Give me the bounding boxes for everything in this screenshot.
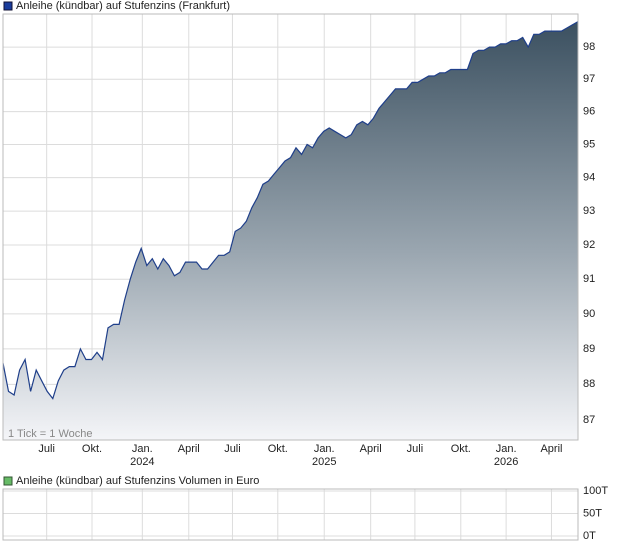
x-tick-label: Okt. (451, 443, 471, 455)
y-tick-label: 95 (583, 138, 595, 150)
chart-title: Anleihe (kündbar) auf Stufenzins (Frankf… (16, 0, 230, 12)
area (3, 21, 578, 440)
x-tick-label: April (178, 443, 200, 455)
x-year-label: 2026 (494, 456, 518, 468)
x-tick-label: April (540, 443, 562, 455)
x-tick-label: April (360, 443, 382, 455)
x-tick-label: Okt. (82, 443, 102, 455)
y-tick-label: 92 (583, 239, 595, 251)
volume-title: Anleihe (kündbar) auf Stufenzins Volumen… (16, 475, 259, 487)
y-tick-label: 88 (583, 378, 595, 390)
x-year-label: 2024 (130, 456, 154, 468)
volume-frame (2, 488, 579, 541)
y-tick-label: 96 (583, 106, 595, 118)
y-tick-label: 50T (583, 507, 602, 519)
y-tick-label: 97 (583, 73, 595, 85)
y-tick-label: 94 (583, 172, 595, 184)
line (2, 21, 579, 400)
x-tick-label: Jan. (314, 443, 335, 455)
plot-frame (2, 13, 579, 441)
legend-swatch (3, 1, 13, 11)
x-tick-label: Okt. (268, 443, 288, 455)
y-tick-label: 0T (583, 530, 596, 542)
x-tick-label: Juli (407, 443, 424, 455)
tick-note: 1 Tick = 1 Woche (8, 428, 92, 440)
x-tick-label: Juli (224, 443, 241, 455)
y-tick-label: 90 (583, 308, 595, 320)
y-tick-label: 98 (583, 41, 595, 53)
x-tick-label: Jan. (496, 443, 517, 455)
x-year-label: 2025 (312, 456, 336, 468)
x-tick-label: Jan. (132, 443, 153, 455)
y-tick-label: 87 (583, 414, 595, 426)
y-tick-label: 89 (583, 343, 595, 355)
y-tick-label: 93 (583, 205, 595, 217)
y-tick-label: 91 (583, 273, 595, 285)
y-tick-label: 100T (583, 485, 608, 497)
x-tick-label: Juli (38, 443, 55, 455)
legend-swatch (3, 476, 13, 486)
